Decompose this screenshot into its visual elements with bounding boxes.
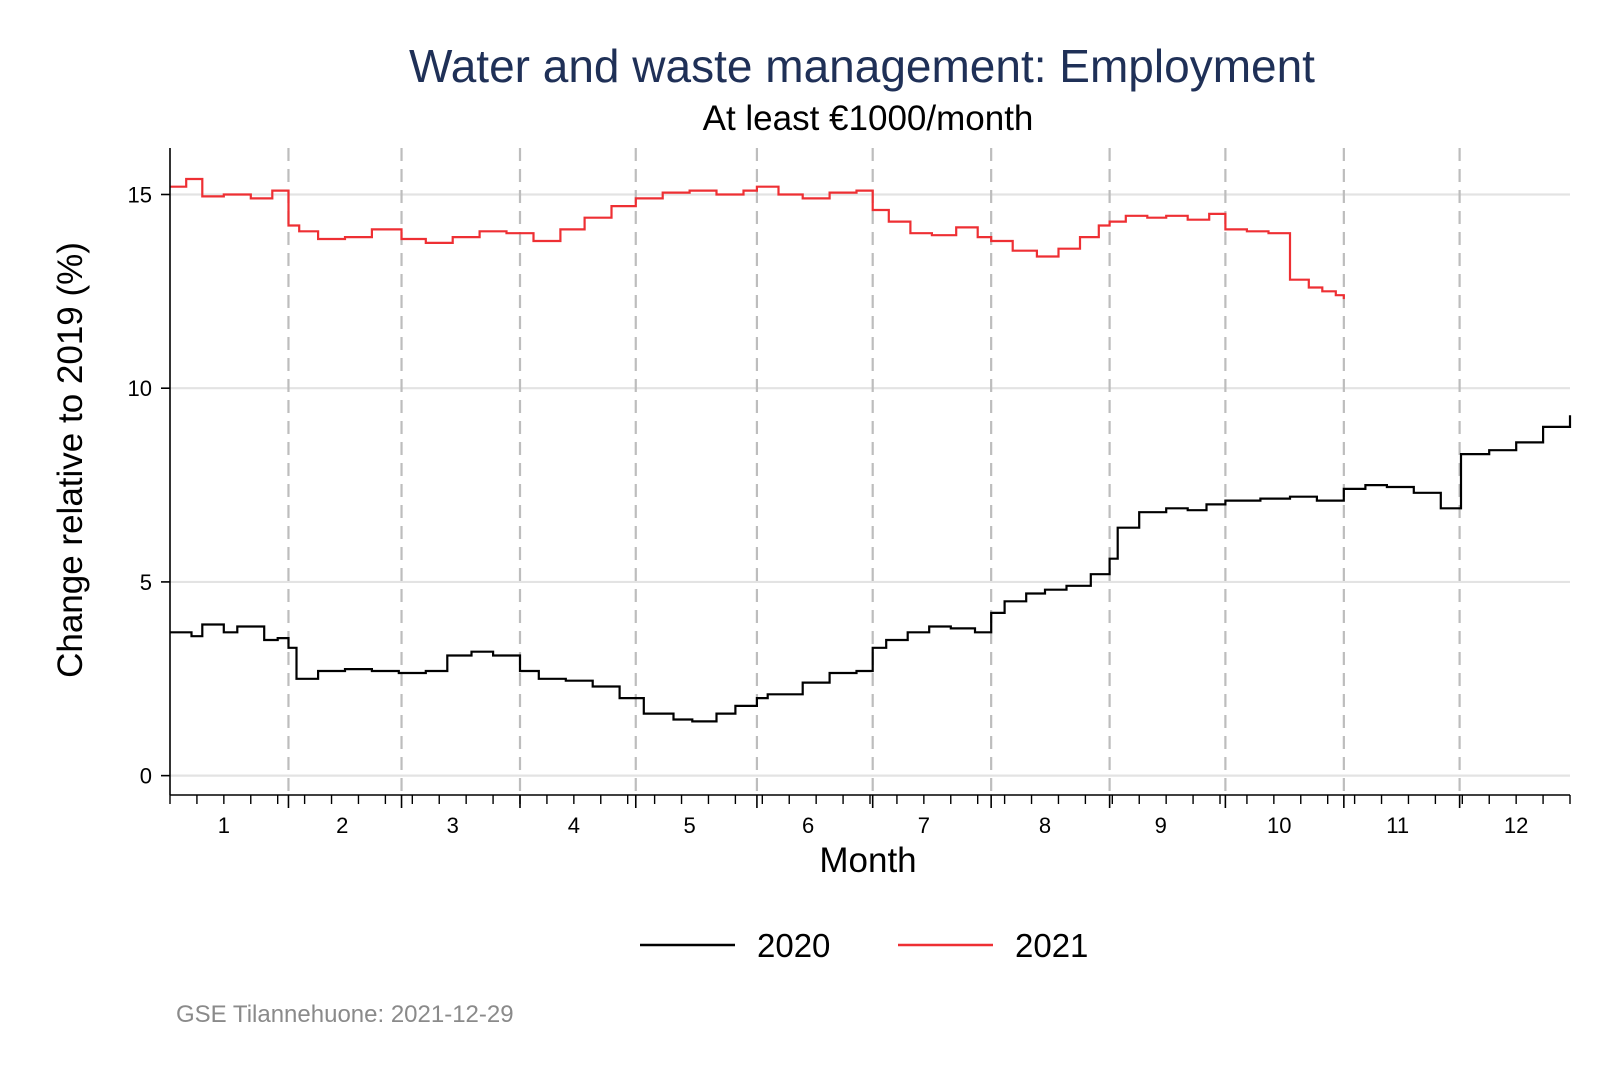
x-tick-label-9: 9 (1155, 813, 1167, 838)
x-tick-label-11: 11 (1386, 813, 1409, 838)
x-tick-label-4: 4 (568, 813, 580, 838)
y-ticks: 0 5 10 15 (128, 182, 170, 789)
x-tick-label-8: 8 (1039, 813, 1051, 838)
series-line-2020 (170, 415, 1572, 723)
y-axis-label: Change relative to 2019 (%) (51, 242, 90, 678)
month-boundaries (287, 148, 1461, 795)
legend-label-2021: 2021 (1015, 927, 1088, 964)
y-tick-label-5: 5 (140, 570, 152, 595)
x-tick-label-2: 2 (336, 813, 348, 838)
x-tick-label-3: 3 (447, 813, 459, 838)
series-layer (170, 177, 1572, 723)
x-ticks: 1 2 3 4 5 6 7 8 9 10 11 12 (169, 795, 1571, 838)
footnote: GSE Tilannehuone: 2021-12-29 (176, 1001, 514, 1028)
x-tick-label-5: 5 (683, 813, 695, 838)
y-tick-label-10: 10 (128, 376, 152, 401)
x-tick-label-1: 1 (218, 813, 230, 838)
chart-title: Water and waste management: Employment (409, 40, 1315, 92)
x-axis-label: Month (819, 841, 916, 880)
chart-subtitle: At least €1000/month (703, 99, 1034, 138)
series-line-2021 (170, 177, 1345, 300)
legend: 2020 2021 (640, 927, 1088, 964)
x-tick-label-10: 10 (1267, 813, 1291, 838)
gridlines (170, 193, 1570, 777)
x-tick-label-12: 12 (1504, 813, 1528, 838)
legend-label-2020: 2020 (757, 927, 830, 964)
y-tick-label-0: 0 (140, 764, 152, 789)
x-tick-label-7: 7 (918, 813, 930, 838)
y-tick-label-15: 15 (128, 182, 152, 207)
x-tick-label-6: 6 (802, 813, 814, 838)
